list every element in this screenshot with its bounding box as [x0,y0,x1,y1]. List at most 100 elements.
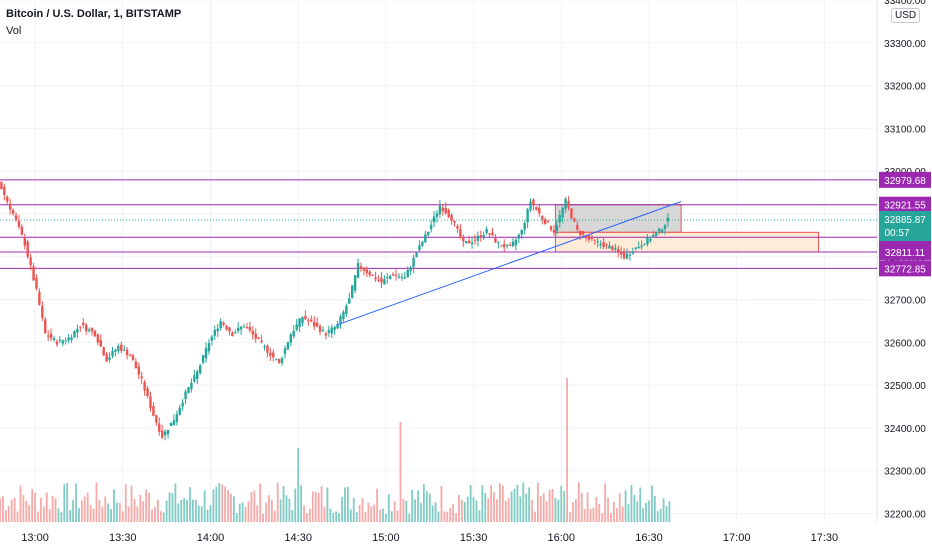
currency-badge[interactable]: USD [891,8,921,23]
candle-body [79,326,82,328]
volume-bar [651,485,653,522]
symbol-title[interactable]: Bitcoin / U.S. Dollar, 1, BITSTAMP [6,8,182,20]
volume-bar [525,493,528,522]
volume-bar [455,513,457,522]
candle-body [488,233,491,235]
candle-body [277,358,281,363]
candle-body [272,352,275,358]
candle-body [289,334,293,343]
candle-body [163,431,167,436]
candle-body [593,239,597,241]
volume-bar [481,485,484,522]
volume-bar [665,505,668,522]
volume-bar [162,512,165,522]
candle-body [58,339,62,341]
candle-body [371,275,374,277]
volume-bar [200,506,203,522]
volume-bar [98,499,101,522]
candle-body [146,388,149,397]
candle-body [184,391,187,400]
volume-bar [551,488,554,522]
volume-bar [668,501,671,522]
volume-bar [320,486,323,522]
candle-body [400,277,404,279]
candle-body [611,246,614,251]
volume-bar [563,490,566,522]
volume-bar [22,495,25,522]
volume-bar [469,485,472,522]
y-tick-label: 33200.00 [884,82,926,93]
candle-body [187,387,190,393]
volume-bar [601,513,604,522]
volume-bar [72,499,74,522]
volume-bar [370,506,373,522]
volume-bar [118,502,121,522]
volume-bar [241,502,244,522]
y-tick-label: 33400.00 [884,0,926,7]
volume-bar [466,496,469,522]
volume-bar [31,488,34,522]
candle-body [558,215,561,223]
candle-body [23,237,26,246]
candle-body [666,217,670,222]
candle-body [90,328,94,332]
candle-body [605,244,608,246]
candle-body [245,327,249,329]
candle-body [76,328,79,333]
volume-bar [127,506,130,522]
candle-body [210,336,214,341]
volume-bar [346,487,349,522]
candle-body [608,245,611,249]
volume-bar [116,502,118,522]
candle-body [424,234,427,243]
candle-body [225,325,228,330]
candle-body [292,330,295,337]
candle-body [295,324,298,330]
y-tick-label: 33100.00 [884,124,926,135]
volume-bar [475,500,478,522]
volume-bar [613,501,615,522]
volume-bar [215,486,218,522]
candle-body [55,341,59,345]
candle-body [552,230,556,233]
volume-bar [393,501,396,522]
candle-body [134,361,138,369]
volume-bar [145,489,148,522]
candle-body [383,279,386,285]
volume-bar [224,486,226,522]
volume-bar [194,499,197,522]
candle-body [35,278,38,289]
candle-body [269,352,272,357]
candle-body [579,230,582,236]
volume-indicator-label[interactable]: Vol [6,25,22,37]
trendline[interactable] [336,201,682,326]
volume-bar [653,495,656,522]
candle-body [523,222,526,230]
volume-bar [656,511,659,522]
candle-body [41,305,44,318]
volume-bar [574,499,577,522]
volume-bar [405,500,408,522]
volume-bar [235,513,238,522]
candle-body [125,349,129,356]
volume-bar [387,494,390,522]
x-tick-label: 14:00 [197,532,225,544]
candle-body [166,429,170,435]
volume-bar [460,499,463,522]
volume-bar [227,490,229,522]
candle-body [482,235,485,237]
volume-bar [221,484,224,522]
x-tick-label: 17:00 [723,532,751,544]
candle-body [143,382,146,391]
candle-body [617,249,620,252]
volume-bar [253,490,256,522]
candle-body [494,237,497,243]
candle-body [117,345,120,352]
volume-bar [45,492,48,522]
candle-body [140,376,143,379]
volume-bar [186,499,188,522]
candle-body [87,329,91,331]
volume-bar [384,513,387,522]
candle-body [453,220,456,223]
